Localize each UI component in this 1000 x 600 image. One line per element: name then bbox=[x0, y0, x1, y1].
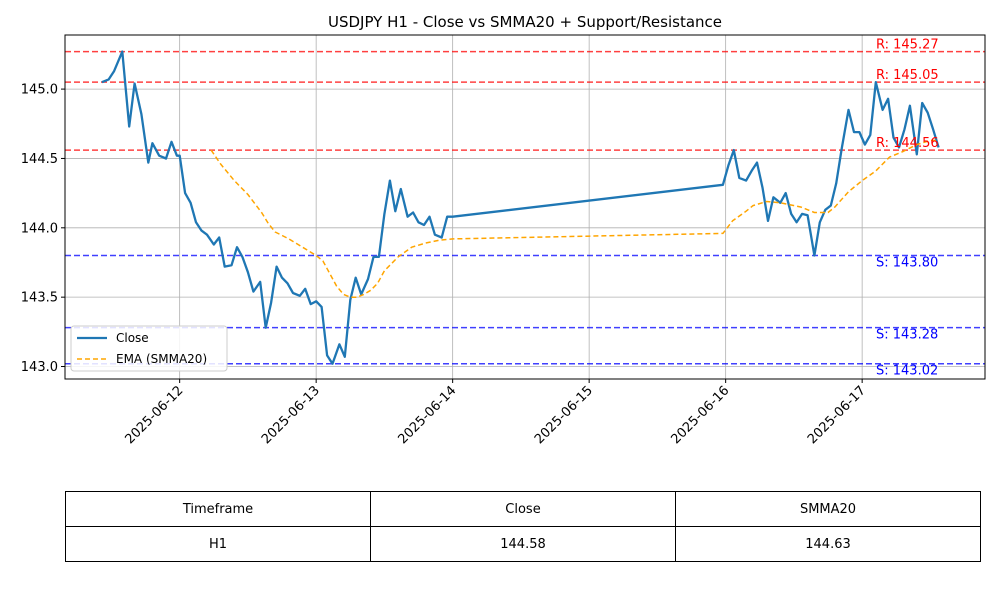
y-tick-label: 144.5 bbox=[21, 152, 58, 167]
legend: Close EMA (SMMA20) bbox=[70, 325, 228, 372]
x-tick-label: 2025-06-17 bbox=[805, 383, 869, 447]
table-header-cell: Close bbox=[370, 491, 676, 527]
level-labels: R: 145.27 R: 145.05 R: 144.56 S: 143.80 S: 1… bbox=[876, 38, 939, 379]
x-tick-label: 2025-06-12 bbox=[122, 383, 186, 447]
x-tick-label: 2025-06-16 bbox=[668, 383, 732, 447]
table-header-cell: SMMA20 bbox=[675, 491, 981, 527]
resistance-label: R: 145.05 bbox=[876, 68, 939, 83]
support-label: S: 143.02 bbox=[876, 364, 938, 379]
y-tick-label: 143.5 bbox=[21, 291, 58, 306]
x-tick-label: 2025-06-15 bbox=[532, 383, 596, 447]
resistance-label: R: 145.27 bbox=[876, 38, 939, 53]
support-resistance-levels bbox=[65, 50, 985, 365]
series-close-line bbox=[101, 50, 940, 365]
y-tick-label: 144.0 bbox=[21, 221, 58, 236]
table-cell: 144.63 bbox=[675, 526, 981, 562]
legend-label-close: Close bbox=[116, 331, 149, 345]
grid bbox=[65, 35, 985, 379]
plot-frame bbox=[64, 34, 986, 380]
x-tick-label: 2025-06-13 bbox=[259, 383, 323, 447]
table-cell: H1 bbox=[65, 526, 371, 562]
x-tick-label: 2025-06-14 bbox=[395, 383, 459, 447]
axis-ticks: 143.0 143.5 144.0 144.5 145.0 2025-06-12 2025-… bbox=[21, 83, 869, 448]
series-layer bbox=[101, 50, 940, 365]
y-tick-label: 145.0 bbox=[21, 83, 58, 98]
chart-title: USDJPY H1 - Close vs SMMA20 + Support/Re… bbox=[328, 13, 722, 31]
resistance-label: R: 144.56 bbox=[876, 136, 939, 151]
table-row: H1 144.58 144.63 bbox=[65, 526, 981, 562]
summary-table: Timeframe Close SMMA20 H1 144.58 144.63 bbox=[65, 491, 981, 562]
y-tick-label: 143.0 bbox=[21, 360, 58, 375]
table-header-row: Timeframe Close SMMA20 bbox=[65, 491, 981, 527]
table-header-cell: Timeframe bbox=[65, 491, 371, 527]
legend-label-smma: EMA (SMMA20) bbox=[116, 352, 207, 366]
series-smma-line bbox=[210, 139, 939, 298]
support-label: S: 143.28 bbox=[876, 328, 938, 343]
support-label: S: 143.80 bbox=[876, 256, 938, 271]
table-cell: 144.58 bbox=[370, 526, 676, 562]
